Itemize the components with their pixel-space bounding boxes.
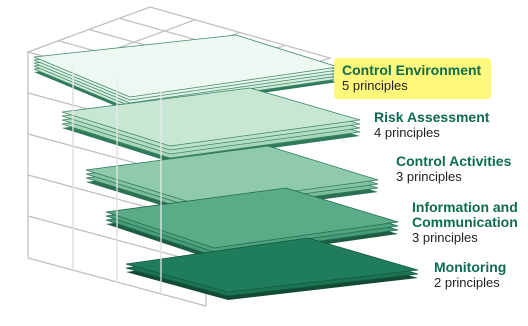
layer-subtitle: 2 principles [434, 275, 500, 291]
layer-monitoring [125, 237, 419, 300]
layer-title: Control Activities [396, 153, 512, 169]
layer-title: Risk Assessment [374, 109, 490, 125]
label-risk-assessment: Risk Assessment 4 principles [374, 109, 490, 141]
layer-title: Control Environment [342, 62, 482, 78]
label-control-activities: Control Activities 3 principles [396, 153, 512, 185]
layer-title-line2: Communication [412, 214, 518, 231]
layer-subtitle: 3 principles [412, 230, 478, 246]
layer-title: Information and [412, 199, 518, 215]
layer-title: Monitoring [434, 259, 507, 275]
layer-subtitle: 3 principles [396, 169, 462, 185]
cube-front-grid [72, 66, 162, 294]
layer-control-environment [33, 34, 339, 112]
layer-subtitle: 5 principles [342, 78, 408, 94]
label-monitoring: Monitoring 2 principles [434, 259, 507, 291]
layer-risk-assessment [61, 87, 361, 162]
label-control-environment: Control Environment 5 principles [334, 58, 492, 100]
layer-subtitle: 4 principles [374, 125, 440, 141]
layer-information-communication [105, 187, 399, 260]
label-information-communication: Information and Communication 3 principl… [412, 199, 518, 246]
